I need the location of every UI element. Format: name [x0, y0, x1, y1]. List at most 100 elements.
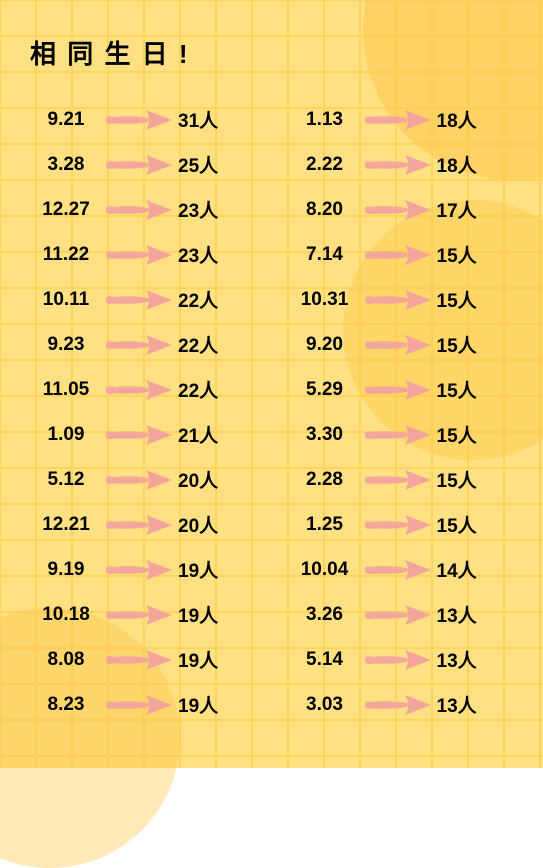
infographic-canvas: 相 同 生 日 ! 9.21 31人3.28 25人12.27 23人11.22…: [0, 0, 543, 768]
arrow-icon: [102, 557, 174, 583]
arrow-wrap: [361, 647, 433, 673]
data-row: 7.14 15人: [289, 232, 514, 277]
date-label: 2.28: [289, 469, 361, 491]
date-label: 8.23: [30, 694, 102, 716]
count-label: 13人: [433, 691, 514, 718]
count-label: 20人: [174, 466, 255, 493]
arrow-wrap: [102, 377, 174, 403]
count-label: 19人: [174, 691, 255, 718]
count-label: 19人: [174, 646, 255, 673]
data-row: 10.04 14人: [289, 547, 514, 592]
right-column: 1.13 18人2.22 18人8.20 17人7.14 15人10.31: [289, 97, 514, 727]
count-label: 14人: [433, 556, 514, 583]
count-label: 17人: [433, 196, 514, 223]
data-row: 11.22 23人: [30, 232, 255, 277]
arrow-icon: [102, 287, 174, 313]
date-label: 9.20: [289, 334, 361, 356]
count-label: 19人: [174, 601, 255, 628]
count-label: 13人: [433, 646, 514, 673]
arrow-wrap: [361, 107, 433, 133]
arrow-icon: [361, 287, 433, 313]
count-label: 23人: [174, 241, 255, 268]
arrow-wrap: [102, 647, 174, 673]
date-label: 5.14: [289, 649, 361, 671]
data-row: 11.05 22人: [30, 367, 255, 412]
date-label: 9.23: [30, 334, 102, 356]
arrow-wrap: [361, 242, 433, 268]
arrow-wrap: [102, 602, 174, 628]
data-row: 8.08 19人: [30, 637, 255, 682]
arrow-icon: [102, 107, 174, 133]
data-row: 9.19 19人: [30, 547, 255, 592]
page-title: 相 同 生 日 !: [30, 34, 513, 71]
count-label: 19人: [174, 556, 255, 583]
count-label: 15人: [433, 421, 514, 448]
arrow-wrap: [102, 197, 174, 223]
date-label: 12.27: [30, 199, 102, 221]
date-label: 10.31: [289, 289, 361, 311]
arrow-wrap: [102, 242, 174, 268]
date-label: 11.05: [30, 379, 102, 401]
arrow-wrap: [102, 422, 174, 448]
date-label: 9.21: [30, 109, 102, 131]
arrow-wrap: [361, 197, 433, 223]
data-row: 12.27 23人: [30, 187, 255, 232]
arrow-wrap: [361, 512, 433, 538]
count-label: 25人: [174, 151, 255, 178]
count-label: 13人: [433, 601, 514, 628]
arrow-wrap: [361, 287, 433, 313]
data-row: 2.28 15人: [289, 457, 514, 502]
arrow-icon: [102, 332, 174, 358]
arrow-icon: [361, 332, 433, 358]
arrow-wrap: [102, 152, 174, 178]
arrow-wrap: [102, 557, 174, 583]
date-label: 1.25: [289, 514, 361, 536]
data-row: 3.28 25人: [30, 142, 255, 187]
data-row: 5.12 20人: [30, 457, 255, 502]
count-label: 15人: [433, 376, 514, 403]
data-row: 1.09 21人: [30, 412, 255, 457]
count-label: 15人: [433, 511, 514, 538]
date-label: 9.19: [30, 559, 102, 581]
arrow-icon: [102, 422, 174, 448]
date-label: 8.20: [289, 199, 361, 221]
date-label: 10.18: [30, 604, 102, 626]
arrow-wrap: [102, 512, 174, 538]
arrow-icon: [361, 242, 433, 268]
date-label: 1.13: [289, 109, 361, 131]
data-row: 8.20 17人: [289, 187, 514, 232]
arrow-wrap: [361, 557, 433, 583]
date-label: 1.09: [30, 424, 102, 446]
count-label: 22人: [174, 376, 255, 403]
date-label: 3.28: [30, 154, 102, 176]
arrow-wrap: [361, 377, 433, 403]
date-label: 3.26: [289, 604, 361, 626]
arrow-wrap: [361, 422, 433, 448]
arrow-icon: [102, 242, 174, 268]
date-label: 7.14: [289, 244, 361, 266]
data-row: 10.11 22人: [30, 277, 255, 322]
arrow-wrap: [361, 332, 433, 358]
data-row: 5.29 15人: [289, 367, 514, 412]
count-label: 18人: [433, 151, 514, 178]
arrow-icon: [361, 602, 433, 628]
arrow-wrap: [102, 467, 174, 493]
count-label: 31人: [174, 106, 255, 133]
arrow-icon: [102, 152, 174, 178]
arrow-icon: [102, 467, 174, 493]
data-row: 2.22 18人: [289, 142, 514, 187]
arrow-icon: [102, 692, 174, 718]
data-row: 8.23 19人: [30, 682, 255, 727]
arrow-wrap: [102, 287, 174, 313]
data-row: 3.03 13人: [289, 682, 514, 727]
date-label: 5.29: [289, 379, 361, 401]
arrow-icon: [102, 647, 174, 673]
arrow-icon: [361, 692, 433, 718]
count-label: 21人: [174, 421, 255, 448]
arrow-wrap: [361, 152, 433, 178]
arrow-icon: [361, 512, 433, 538]
arrow-wrap: [102, 692, 174, 718]
count-label: 15人: [433, 331, 514, 358]
date-label: 3.30: [289, 424, 361, 446]
date-label: 10.04: [289, 559, 361, 581]
